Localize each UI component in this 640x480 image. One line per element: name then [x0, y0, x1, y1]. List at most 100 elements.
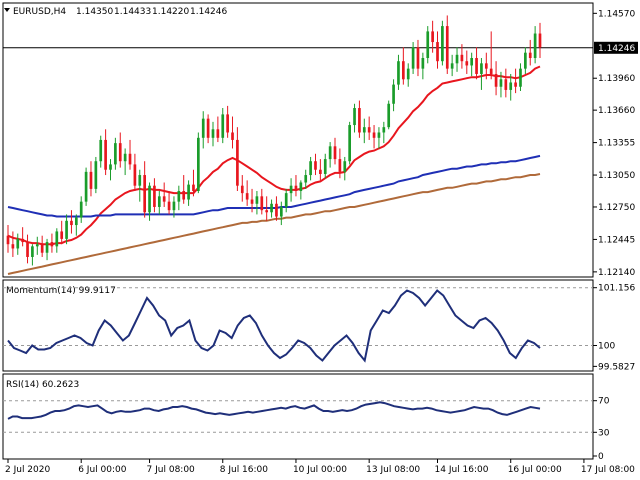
- candle-body: [450, 63, 454, 69]
- price-y-tick-label: 1.12750: [598, 203, 635, 213]
- candle: [392, 79, 395, 112]
- candle-body: [26, 242, 29, 257]
- momentum-y-tick-label: 100: [598, 342, 615, 352]
- candle-body: [484, 63, 488, 69]
- symbol-label: EURUSD,H4: [13, 7, 66, 17]
- candle: [118, 132, 122, 168]
- candle-body: [31, 246, 34, 257]
- candle: [240, 175, 244, 202]
- candle: [40, 235, 44, 257]
- candle: [177, 185, 181, 211]
- candle: [26, 234, 29, 264]
- candle: [314, 153, 317, 176]
- candle: [270, 199, 273, 218]
- candle-body: [226, 114, 229, 133]
- candle-body: [294, 185, 298, 192]
- candle: [289, 178, 293, 202]
- candle: [21, 227, 24, 247]
- candle-body: [299, 182, 303, 192]
- candle: [99, 135, 103, 168]
- candle: [284, 188, 288, 213]
- x-tick-label: 13 Jul 08:00: [366, 465, 420, 475]
- candle: [480, 58, 483, 90]
- candle-body: [499, 79, 503, 87]
- candle: [11, 231, 15, 257]
- candle: [133, 153, 137, 192]
- candle-body: [236, 139, 239, 186]
- candle: [74, 214, 78, 236]
- candle-body: [319, 169, 322, 174]
- candle: [484, 52, 488, 80]
- candle: [475, 47, 478, 80]
- candle-body: [514, 82, 517, 87]
- x-tick-label: 6 Jul 00:00: [78, 465, 127, 475]
- candle-body: [167, 201, 171, 211]
- candle-body: [99, 139, 103, 162]
- candle-body: [50, 242, 54, 247]
- x-tick-label: 8 Jul 16:00: [220, 465, 269, 475]
- candle-body: [104, 139, 107, 170]
- candle: [401, 47, 405, 85]
- candle-body: [245, 193, 249, 200]
- candle: [226, 105, 229, 138]
- candle: [519, 63, 522, 91]
- candle-body: [441, 26, 444, 62]
- candle-body: [123, 153, 127, 162]
- candle: [504, 68, 508, 98]
- candle-body: [445, 26, 449, 69]
- candle-body: [509, 82, 513, 90]
- candle: [416, 39, 420, 77]
- candle-body: [192, 184, 195, 192]
- candle-body: [231, 132, 234, 140]
- current-price-label: 1.14246: [598, 44, 635, 54]
- candle-body: [162, 196, 166, 202]
- candle: [426, 26, 430, 64]
- candle-body: [372, 132, 376, 138]
- candle-body: [250, 199, 254, 204]
- candle: [294, 175, 298, 197]
- candle-body: [494, 73, 498, 87]
- candle: [528, 39, 532, 66]
- candle: [245, 180, 249, 206]
- rsi-pane[interactable]: [2, 373, 594, 460]
- candle-body: [201, 118, 205, 138]
- candle-body: [284, 193, 288, 207]
- candle: [533, 26, 537, 64]
- candle-body: [157, 196, 161, 207]
- candle-body: [74, 217, 78, 226]
- x-tick-label: 14 Jul 16:00: [435, 465, 489, 475]
- candle-body: [397, 61, 400, 85]
- candle: [192, 169, 195, 197]
- candle: [489, 31, 493, 80]
- candle-body: [431, 31, 434, 43]
- candle: [411, 42, 415, 74]
- momentum-title: Momentum(14) 99.9117: [6, 286, 116, 296]
- dropdown-triangle-icon[interactable]: [4, 8, 10, 12]
- candle: [6, 225, 10, 253]
- candle-body: [480, 63, 483, 74]
- momentum-pane[interactable]: [2, 279, 594, 372]
- candle: [187, 180, 190, 206]
- candle-body: [304, 175, 308, 183]
- candle-body: [16, 238, 20, 249]
- price-pane[interactable]: [2, 2, 594, 278]
- momentum-line: [7, 289, 541, 363]
- candle-body: [401, 61, 405, 80]
- candle-body: [143, 175, 147, 213]
- candle: [16, 233, 20, 255]
- candle-body: [260, 196, 264, 211]
- candle: [94, 156, 98, 194]
- candle: [162, 182, 166, 207]
- candle: [172, 196, 176, 218]
- candle: [79, 196, 83, 223]
- x-tick-label: 16 Jul 00:00: [508, 465, 562, 475]
- candle-body: [528, 52, 532, 59]
- candle: [406, 63, 410, 87]
- candle-body: [109, 164, 112, 170]
- candle-body: [489, 68, 493, 74]
- candle-body: [84, 171, 88, 202]
- candle-body: [455, 54, 459, 64]
- candle-body: [533, 33, 537, 59]
- candle-body: [55, 231, 59, 247]
